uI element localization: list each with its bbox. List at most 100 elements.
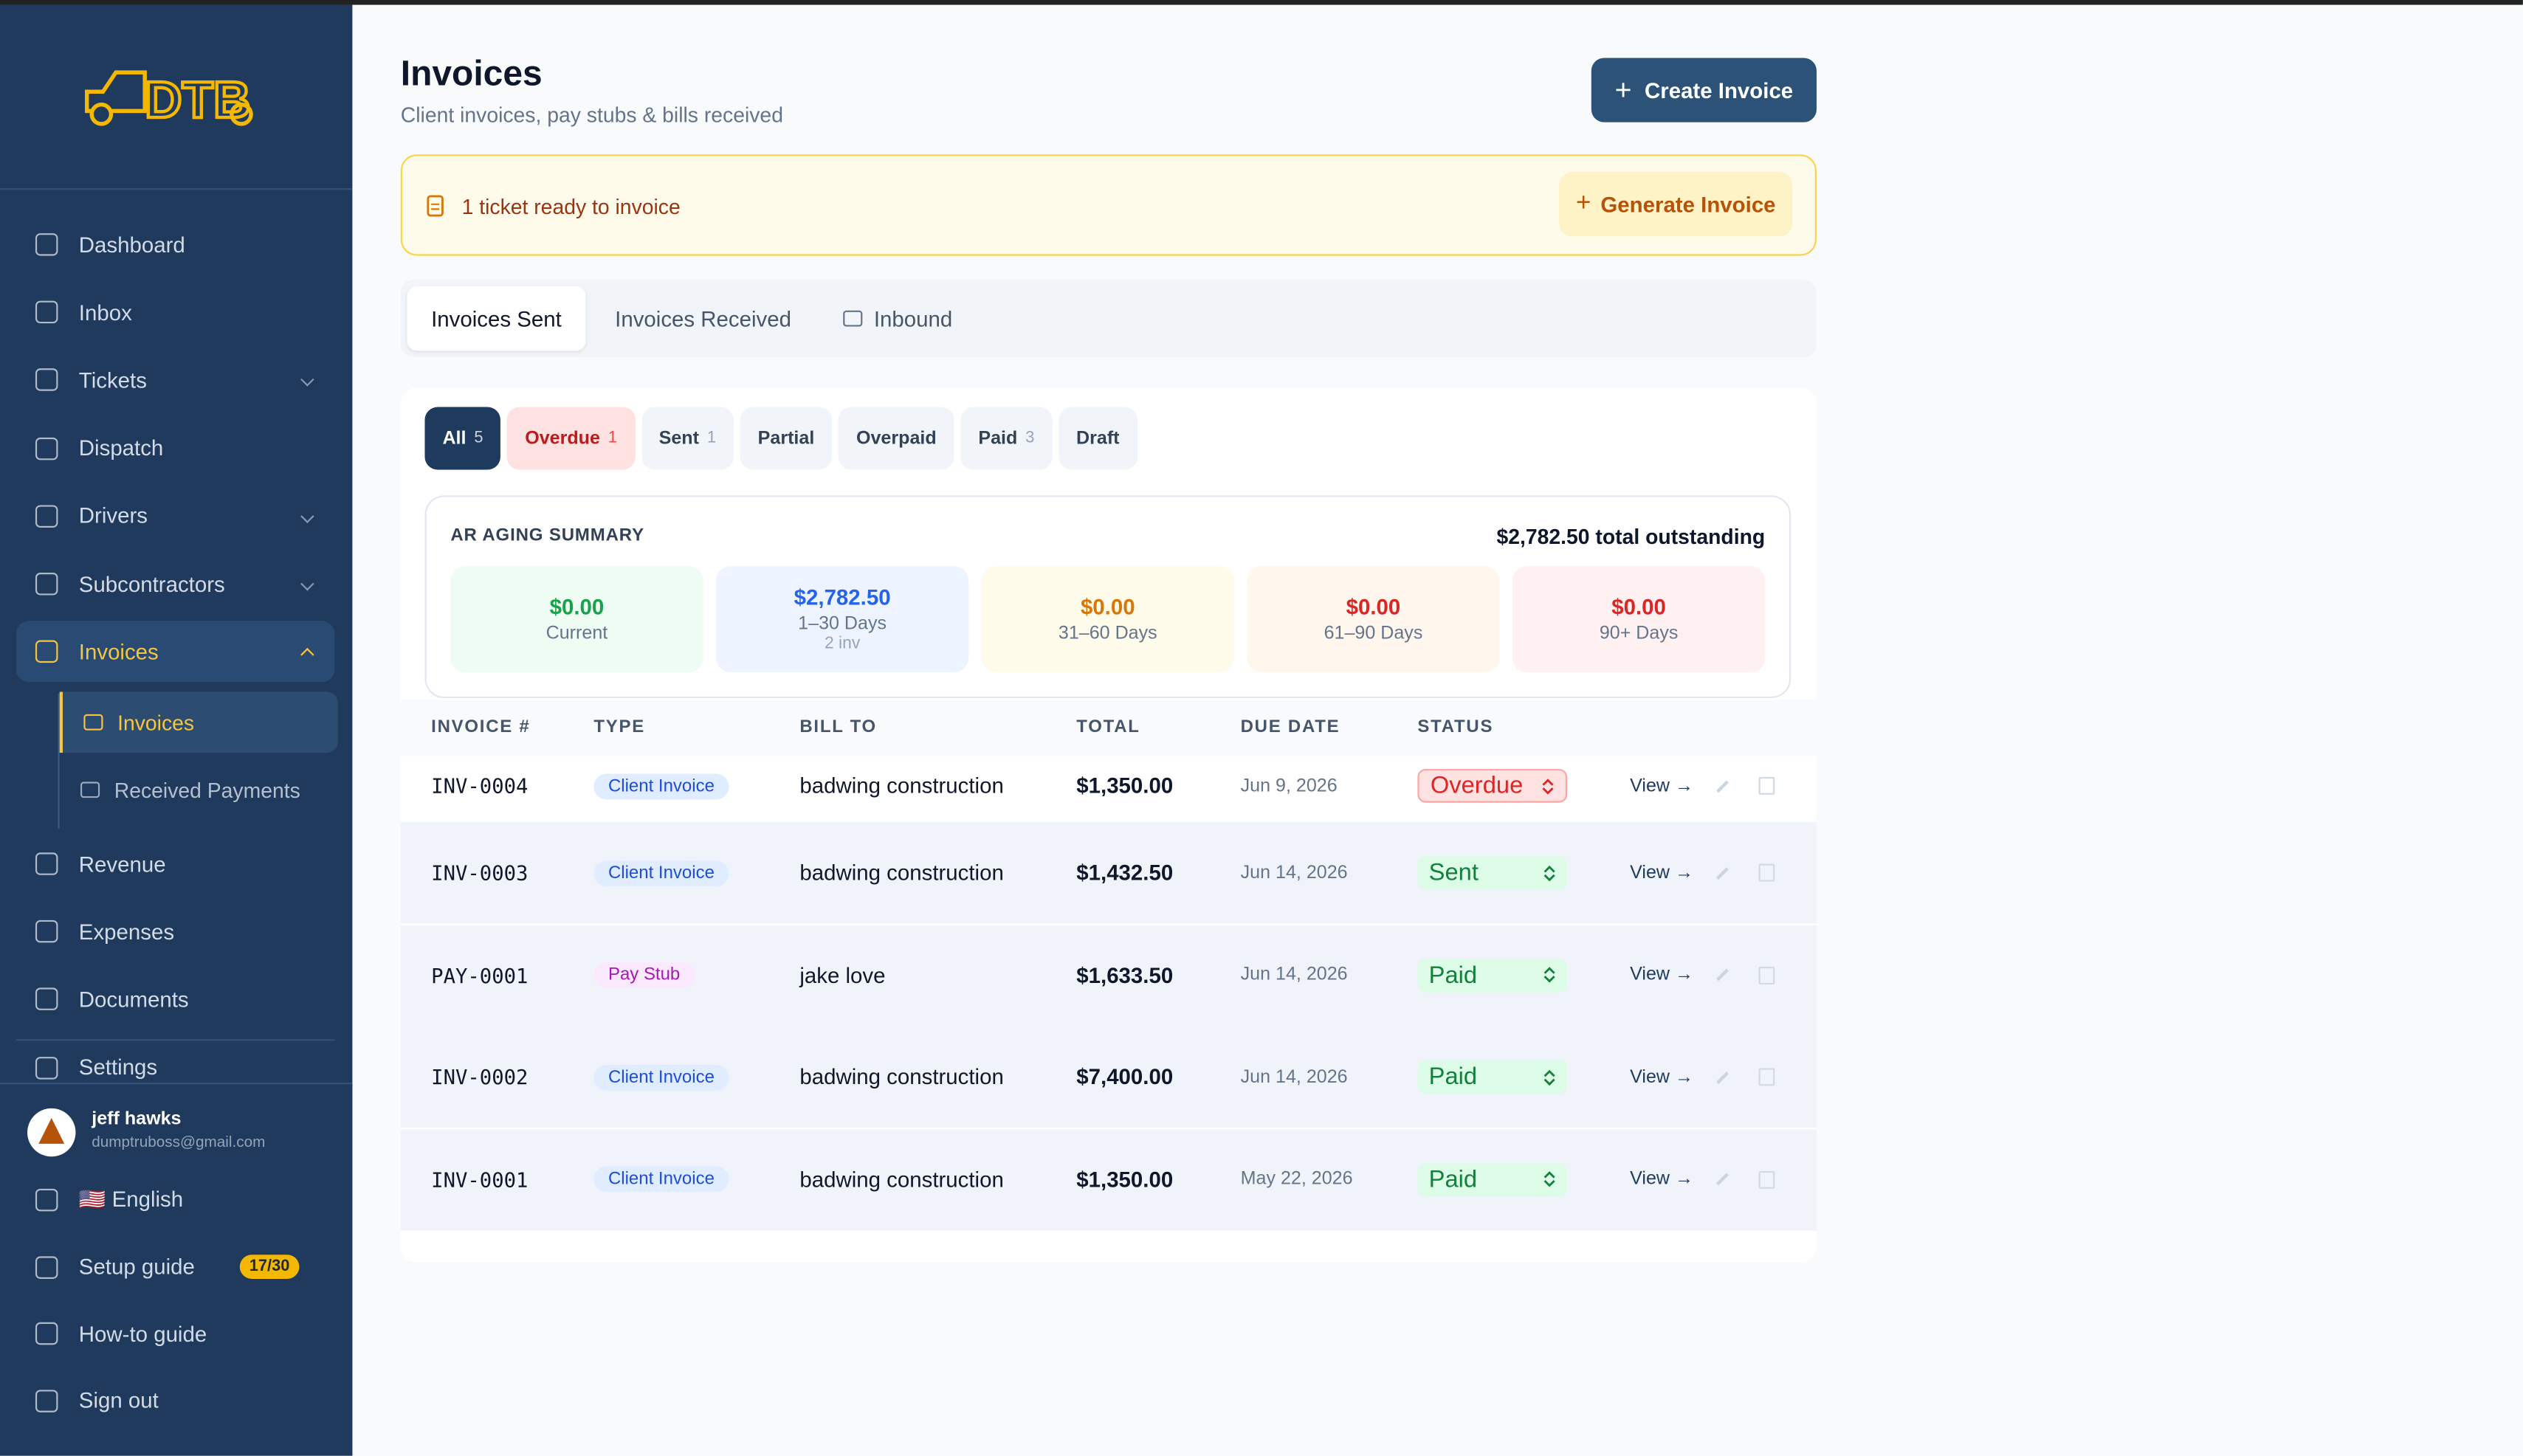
invoice-card: All 5 Overdue 1 Sent 1 Partial Overpaid Paid 3 Dra… — [400, 387, 1817, 1263]
filter-pill[interactable]: Sent 1 — [641, 407, 734, 470]
edit-icon[interactable] — [1716, 1071, 1729, 1084]
edit-icon[interactable] — [1716, 866, 1729, 880]
nav-icon — [83, 714, 103, 731]
tab[interactable]: Invoices Sent — [407, 286, 586, 351]
bill-to-cell: badwing construction — [799, 1128, 1003, 1229]
nav-item[interactable]: Invoices — [59, 691, 338, 753]
invoice-number: INV-0003 — [431, 861, 529, 886]
filter-pill[interactable]: Partial — [740, 407, 833, 470]
bill-to-cell: badwing construction — [799, 823, 1003, 924]
filter-pill[interactable]: Paid 3 — [960, 407, 1053, 470]
bucket-amount: $0.00 — [1346, 595, 1401, 620]
due-date-cell: May 22, 2026 — [1241, 1128, 1353, 1229]
nav-item[interactable]: Invoices — [16, 621, 335, 683]
view-link[interactable]: View → — [1630, 1067, 1694, 1087]
delete-icon[interactable] — [1759, 776, 1776, 795]
filter-pill[interactable]: Overdue 1 — [507, 407, 635, 470]
tab-label: Inbound — [873, 306, 953, 331]
type-pill: Client Invoice — [593, 860, 729, 886]
filter-count: 5 — [474, 429, 483, 447]
tab-label: Invoices Sent — [431, 306, 562, 331]
nav-icon — [35, 920, 58, 943]
create-invoice-button[interactable]: + Create Invoice — [1591, 58, 1817, 123]
select-arrows — [1542, 778, 1554, 794]
actions-cell: View → — [1630, 925, 1776, 1026]
status-label: Paid — [1428, 1063, 1478, 1091]
nav-label: Inbox — [78, 300, 132, 325]
table-row: INV-0004 Client Invoice badwing constructi… — [400, 756, 1817, 816]
nav-item[interactable]: Settings — [16, 1037, 335, 1098]
status-select[interactable]: Overdue — [1417, 768, 1568, 803]
type-pill: Pay Stub — [593, 962, 695, 989]
nav-icon — [35, 1255, 58, 1278]
tab[interactable]: Inbound — [821, 286, 975, 351]
edit-icon[interactable] — [1716, 969, 1729, 982]
nav-item[interactable]: Drivers — [16, 486, 335, 547]
view-link[interactable]: View → — [1630, 863, 1694, 883]
status-cell: Overdue — [1417, 735, 1568, 836]
nav-item[interactable]: Inbox — [16, 282, 335, 343]
filter-label: Overpaid — [856, 428, 937, 449]
status-label: Overdue — [1430, 772, 1524, 800]
logo-area: DTB — [0, 5, 353, 190]
status-select[interactable]: Paid — [1417, 958, 1568, 993]
edit-icon[interactable] — [1716, 779, 1729, 793]
aging-bucket: $0.00 31–60 Days — [981, 566, 1234, 673]
status-select[interactable]: Paid — [1417, 1060, 1568, 1094]
nav-item[interactable]: Revenue — [16, 833, 335, 894]
nav-item[interactable]: How-to guide — [16, 1303, 335, 1364]
status-select[interactable]: Paid — [1417, 1162, 1568, 1196]
filter-pill[interactable]: All 5 — [424, 407, 501, 470]
total-cell: $1,350.00 — [1076, 735, 1173, 836]
nav-item[interactable]: Dashboard — [16, 214, 335, 275]
select-arrows — [1543, 967, 1555, 984]
bill-to: badwing construction — [799, 1065, 1004, 1090]
nav-item[interactable]: Setup guide 17/30 — [16, 1236, 335, 1297]
nav-label: Dashboard — [78, 232, 185, 257]
nav-label: Expenses — [78, 920, 175, 944]
logo-text: DTB — [145, 71, 250, 128]
view-link[interactable]: View → — [1630, 965, 1694, 985]
filter-pill[interactable]: Draft — [1059, 407, 1137, 470]
delete-icon[interactable] — [1759, 864, 1776, 883]
tab[interactable]: Invoices Received — [585, 286, 820, 351]
chevron — [300, 577, 314, 591]
nav-item[interactable]: Received Payments — [60, 759, 335, 821]
nav-item[interactable]: Tickets — [16, 350, 335, 411]
invoice-number: INV-0002 — [431, 1065, 529, 1090]
nav-item[interactable]: Subcontractors — [16, 553, 335, 615]
bucket-label: Current — [545, 624, 608, 644]
nav-icon — [35, 852, 58, 875]
generate-invoice-button[interactable]: + Generate Invoice — [1559, 172, 1793, 237]
subnav-line — [58, 693, 60, 829]
delete-icon[interactable] — [1759, 966, 1776, 984]
bucket-amount: $2,782.50 — [794, 585, 891, 610]
due-date-cell: Jun 14, 2026 — [1241, 1027, 1348, 1128]
total: $1,350.00 — [1076, 1167, 1174, 1192]
total: $1,432.50 — [1076, 861, 1174, 886]
delete-icon[interactable] — [1759, 1068, 1776, 1086]
total-cell: $1,633.50 — [1076, 925, 1173, 1026]
nav-item[interactable]: 🇺🇸 English — [16, 1170, 335, 1231]
nav-item[interactable]: Expenses — [16, 901, 335, 962]
actions-cell: View → — [1630, 823, 1776, 924]
nav-icon — [35, 301, 58, 324]
type-pill: Client Invoice — [593, 1166, 729, 1193]
view-link[interactable]: View → — [1630, 776, 1694, 796]
bucket-amount: $0.00 — [1080, 595, 1135, 620]
filter-pill[interactable]: Overpaid — [839, 407, 954, 470]
edit-icon[interactable] — [1716, 1173, 1729, 1186]
nav-item[interactable]: Dispatch — [16, 418, 335, 479]
due-date: Jun 14, 2026 — [1240, 1067, 1348, 1087]
nav-item[interactable]: Sign out — [16, 1370, 335, 1431]
badge: 17/30 — [239, 1255, 300, 1279]
view-link[interactable]: View → — [1630, 1169, 1694, 1190]
delete-icon[interactable] — [1759, 1170, 1776, 1188]
logo: DTB — [84, 69, 253, 130]
status-select[interactable]: Sent — [1417, 856, 1568, 891]
nav-label: Documents — [78, 987, 189, 1012]
nav-item[interactable]: Documents — [16, 969, 335, 1030]
user-name: jeff hawks — [92, 1110, 182, 1130]
filter-label: Paid — [978, 428, 1018, 449]
column-header: TOTAL — [1076, 717, 1140, 737]
